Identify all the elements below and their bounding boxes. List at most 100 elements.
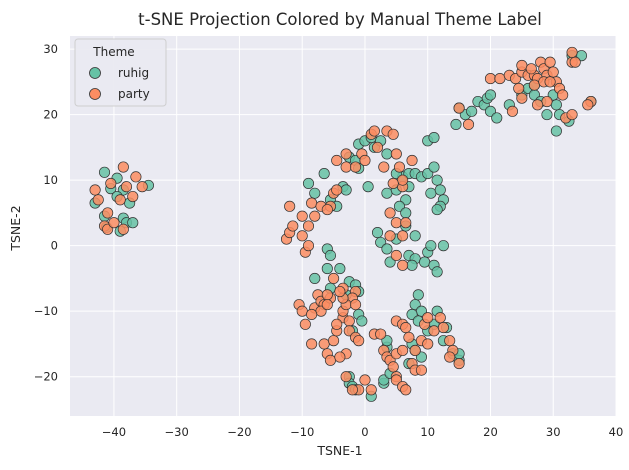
point-party (400, 217, 412, 229)
point-party (544, 76, 556, 88)
point-party (346, 384, 358, 396)
point-party (331, 154, 343, 167)
point-ruhig (356, 315, 368, 327)
point-ruhig (321, 263, 333, 275)
point-party (582, 99, 594, 111)
point-party (117, 223, 129, 235)
point-party (557, 89, 569, 101)
point-party (400, 384, 412, 396)
point-party (309, 210, 321, 222)
point-party (409, 344, 421, 357)
data-points (89, 46, 597, 402)
point-party (375, 328, 387, 340)
point-party (403, 331, 415, 343)
chart-title: t-SNE Projection Colored by Manual Theme… (138, 10, 542, 29)
point-party (340, 161, 352, 173)
x-tick-label: 0 (361, 425, 368, 439)
x-tick-labels: −40 −30 −20 −10 0 10 20 30 40 (102, 425, 624, 439)
point-party (102, 207, 114, 219)
x-tick-label: 40 (609, 425, 624, 439)
point-party (397, 344, 409, 357)
point-party (350, 299, 362, 311)
point-ruhig (318, 168, 330, 180)
point-party (387, 361, 399, 373)
point-ruhig (406, 259, 418, 271)
point-party (390, 249, 402, 262)
point-party (422, 312, 434, 324)
point-party (296, 230, 308, 242)
point-party (513, 82, 525, 94)
point-party (108, 217, 120, 229)
point-ruhig (466, 105, 478, 117)
point-party (353, 335, 365, 347)
point-party (120, 181, 133, 193)
point-party (428, 325, 440, 337)
x-tick-label: −10 (290, 425, 314, 439)
point-party (340, 371, 352, 383)
point-party (437, 322, 449, 334)
legend-marker-party (89, 88, 101, 100)
point-party (136, 181, 148, 193)
y-tick-label: 0 (51, 239, 58, 253)
point-party (296, 305, 308, 317)
point-party (547, 66, 559, 78)
y-tick-label: 10 (43, 173, 58, 187)
point-party (299, 318, 311, 330)
point-party (453, 358, 465, 370)
point-party (393, 161, 406, 173)
legend-label-ruhig: ruhig (118, 66, 149, 80)
point-party (318, 338, 330, 350)
legend: Theme ruhig party (74, 38, 167, 107)
point-party (516, 59, 528, 72)
point-ruhig (434, 184, 446, 196)
point-party (302, 240, 315, 252)
point-party (532, 99, 544, 111)
point-ruhig (371, 227, 384, 239)
point-party (89, 184, 101, 196)
point-party (444, 335, 456, 347)
point-ruhig (400, 207, 412, 219)
point-party (528, 79, 540, 91)
point-party (321, 289, 333, 301)
point-party (334, 285, 346, 298)
point-party (384, 207, 396, 219)
point-party (525, 63, 537, 75)
point-party (453, 102, 465, 114)
point-ruhig (381, 243, 393, 255)
point-party (105, 177, 117, 189)
point-party (368, 125, 380, 137)
point-party (566, 109, 578, 121)
x-tick-label: −30 (165, 425, 189, 439)
point-party (117, 161, 129, 173)
point-ruhig (409, 230, 421, 242)
point-party (387, 128, 399, 140)
point-ruhig (412, 289, 424, 301)
point-party (365, 384, 377, 396)
x-axis-label: TSNE-1 (316, 443, 362, 458)
point-party (378, 161, 390, 173)
point-party (444, 351, 456, 363)
point-party (387, 177, 399, 189)
y-tick-label: 30 (43, 42, 58, 56)
point-party (328, 272, 340, 284)
point-party (541, 95, 553, 108)
point-party (415, 364, 427, 376)
x-tick-label: −40 (102, 425, 126, 439)
point-ruhig (324, 249, 336, 262)
point-ruhig (340, 184, 352, 196)
point-ruhig (550, 99, 562, 111)
point-party (397, 230, 409, 242)
y-axis-label: TSNE-2 (8, 205, 23, 251)
point-party (406, 154, 418, 167)
x-tick-label: 10 (420, 425, 435, 439)
point-party (334, 351, 346, 363)
x-tick-label: 20 (483, 425, 498, 439)
point-party (462, 118, 475, 130)
point-party (434, 312, 446, 324)
point-party (384, 230, 396, 242)
point-party (359, 374, 371, 386)
y-tick-label: −10 (34, 304, 58, 318)
point-party (566, 46, 578, 58)
point-party (284, 200, 296, 212)
